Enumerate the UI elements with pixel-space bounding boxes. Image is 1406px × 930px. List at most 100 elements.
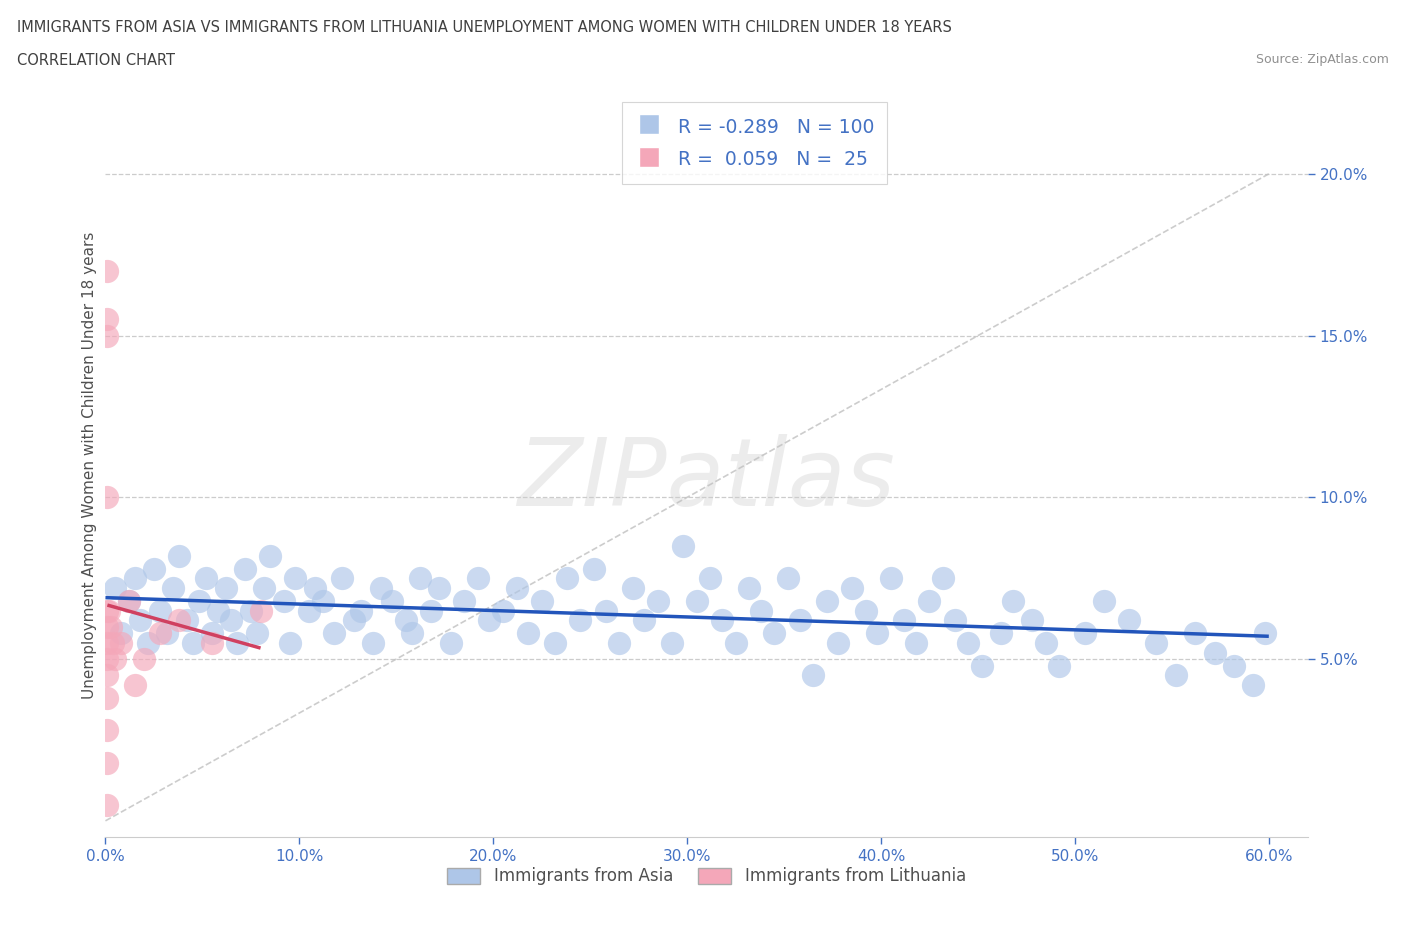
Point: [96, 263, 118, 278]
Point: [932, 571, 955, 586]
Point: [96, 797, 118, 812]
Point: [866, 626, 889, 641]
Point: [162, 580, 184, 595]
Point: [595, 604, 617, 618]
Point: [647, 593, 669, 608]
Point: [467, 571, 489, 586]
Point: [330, 571, 353, 586]
Point: [1092, 593, 1115, 608]
Point: [181, 635, 204, 650]
Point: [583, 561, 606, 576]
Point: [284, 571, 307, 586]
Point: [187, 593, 209, 608]
Point: [239, 604, 262, 618]
Point: [1254, 626, 1277, 641]
Point: [1204, 645, 1226, 660]
Point: [136, 635, 159, 650]
Point: [96, 312, 118, 326]
Point: [96, 328, 118, 343]
Point: [801, 668, 824, 683]
Point: [724, 635, 747, 650]
Point: [207, 604, 229, 618]
Point: [96, 619, 118, 634]
Point: [249, 604, 271, 618]
Point: [149, 626, 172, 641]
Point: [118, 593, 141, 608]
Point: [943, 613, 966, 628]
Point: [1184, 626, 1206, 641]
Point: [855, 604, 877, 618]
Point: [96, 652, 118, 667]
Point: [100, 619, 122, 634]
Point: [738, 580, 761, 595]
Point: [96, 723, 118, 737]
Text: IMMIGRANTS FROM ASIA VS IMMIGRANTS FROM LITHUANIA UNEMPLOYMENT AMONG WOMEN WITH : IMMIGRANTS FROM ASIA VS IMMIGRANTS FROM …: [17, 20, 952, 35]
Point: [96, 604, 118, 618]
Point: [686, 593, 709, 608]
Point: [176, 613, 198, 628]
Point: [1241, 678, 1264, 693]
Point: [110, 635, 132, 650]
Point: [311, 593, 333, 608]
Point: [763, 626, 786, 641]
Text: Source: ZipAtlas.com: Source: ZipAtlas.com: [1256, 53, 1389, 66]
Point: [1144, 635, 1167, 650]
Point: [904, 635, 927, 650]
Point: [530, 593, 553, 608]
Point: [323, 626, 346, 641]
Point: [167, 548, 190, 563]
Point: [201, 635, 224, 650]
Point: [104, 652, 127, 667]
Point: [1001, 593, 1024, 608]
Point: [273, 593, 295, 608]
Point: [970, 658, 993, 673]
Point: [104, 580, 127, 595]
Point: [304, 580, 326, 595]
Point: [124, 678, 146, 693]
Point: [427, 580, 450, 595]
Point: [661, 635, 683, 650]
Point: [893, 613, 915, 628]
Point: [1035, 635, 1057, 650]
Point: [110, 626, 132, 641]
Point: [555, 571, 578, 586]
Legend: Immigrants from Asia, Immigrants from Lithuania: Immigrants from Asia, Immigrants from Li…: [440, 860, 973, 892]
Point: [420, 604, 443, 618]
Point: [711, 613, 734, 628]
Point: [259, 548, 281, 563]
Point: [1118, 613, 1140, 628]
Point: [401, 626, 423, 641]
Point: [134, 652, 156, 667]
Point: [343, 613, 366, 628]
Point: [699, 571, 721, 586]
Point: [96, 755, 118, 770]
Point: [749, 604, 772, 618]
Point: [118, 593, 141, 608]
Point: [1223, 658, 1246, 673]
Y-axis label: Unemployment Among Women with Children Under 18 years: Unemployment Among Women with Children U…: [82, 232, 97, 698]
Point: [167, 613, 190, 628]
Point: [633, 613, 655, 628]
Point: [96, 635, 118, 650]
Point: [453, 593, 475, 608]
Point: [672, 538, 695, 553]
Point: [370, 580, 392, 595]
Point: [492, 604, 515, 618]
Point: [408, 571, 430, 586]
Point: [607, 635, 630, 650]
Point: [129, 613, 152, 628]
Point: [957, 635, 980, 650]
Point: [142, 561, 165, 576]
Point: [278, 635, 301, 650]
Point: [827, 635, 849, 650]
Point: [195, 571, 218, 586]
Point: [298, 604, 321, 618]
Point: [350, 604, 373, 618]
Point: [815, 593, 838, 608]
Point: [233, 561, 256, 576]
Point: [98, 604, 121, 618]
Point: [246, 626, 269, 641]
Text: ZIPatlas: ZIPatlas: [517, 434, 896, 525]
Point: [1021, 613, 1043, 628]
Point: [381, 593, 404, 608]
